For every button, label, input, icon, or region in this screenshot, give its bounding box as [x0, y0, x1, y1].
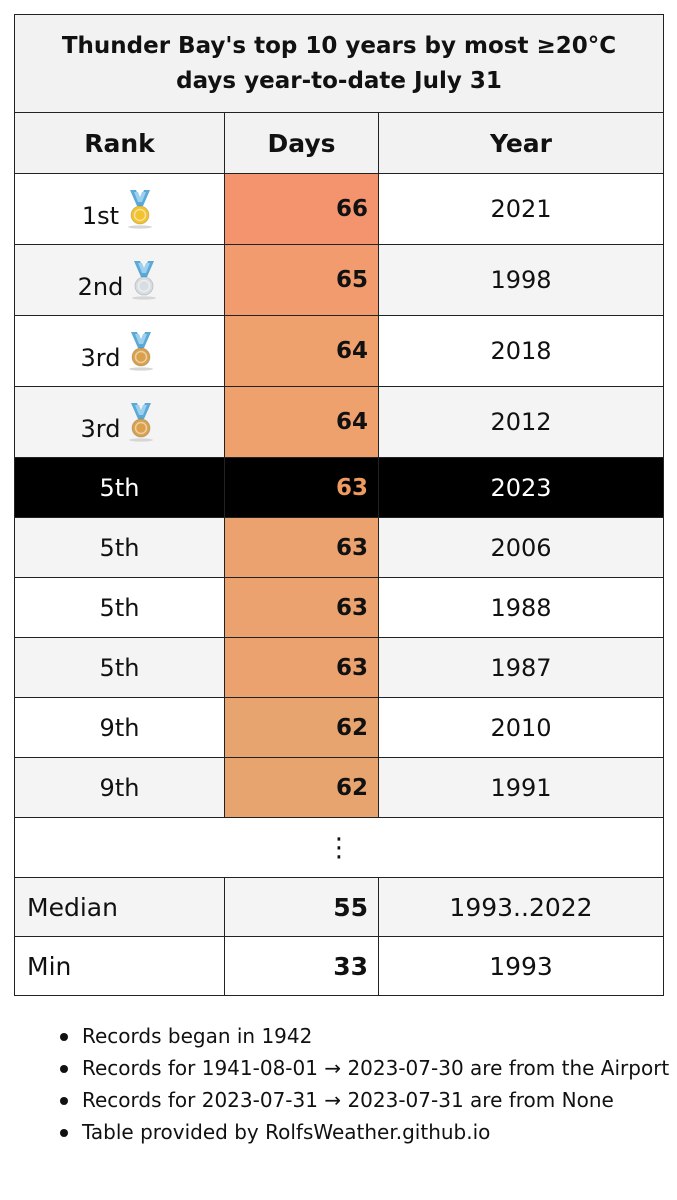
rank-label: 5th [99, 533, 140, 562]
table-row: 3rd 64 2012 [14, 386, 664, 458]
bronze-medal-icon [124, 401, 158, 443]
table-title: Thunder Bay's top 10 years by most ≥20°C… [14, 14, 664, 113]
rank-cell: 5th [14, 577, 225, 638]
table-row: 2nd 65 1998 [14, 244, 664, 316]
table-body: 1st 66 2021 2nd 65 1998 3rd 64 2018 3rd 64 2012 5th 6… [14, 173, 664, 996]
year-cell: 1988 [378, 577, 664, 638]
rank-label: 3rd [80, 344, 121, 372]
summary-days: 55 [224, 877, 379, 937]
summary-label: Min [14, 936, 225, 996]
year-cell: 1991 [378, 757, 664, 818]
summary-year: 1993..2022 [378, 877, 664, 937]
rank-label: 9th [99, 773, 140, 802]
days-cell: 66 [224, 173, 379, 245]
table-row: 1st 66 2021 [14, 173, 664, 245]
rank-cell: 3rd [14, 315, 225, 387]
summary-row: Min 33 1993 [14, 936, 664, 996]
days-cell: 62 [224, 697, 379, 758]
year-cell: 2006 [378, 517, 664, 578]
rank-cell: 5th [14, 457, 225, 518]
note-item: Records began in 1942 [60, 1020, 677, 1052]
rank-label: 1st [81, 202, 120, 230]
days-cell: 64 [224, 386, 379, 458]
rank-label: 5th [99, 473, 140, 502]
ellipsis-cell: ⋮ [14, 817, 664, 878]
note-item: Records for 1941-08-01 → 2023-07-30 are … [60, 1052, 677, 1084]
year-cell: 2012 [378, 386, 664, 458]
column-header-year: Year [378, 112, 664, 174]
notes-list: Records began in 1942 Records for 1941-0… [40, 1020, 677, 1148]
days-cell: 63 [224, 637, 379, 698]
rank-label: 2nd [77, 273, 124, 301]
rank-cell: 9th [14, 757, 225, 818]
table-row: 5th 63 2023 [14, 457, 664, 518]
table-row: 5th 63 1987 [14, 637, 664, 698]
gold-medal-icon [123, 188, 157, 230]
rank-cell: 5th [14, 637, 225, 698]
table-title-line2: days year-to-date July 31 [176, 67, 502, 94]
year-cell: 1987 [378, 637, 664, 698]
rank-table: Thunder Bay's top 10 years by most ≥20°C… [14, 14, 664, 996]
note-item: Table provided by RolfsWeather.github.io [60, 1116, 677, 1148]
table-row: 3rd 64 2018 [14, 315, 664, 387]
bronze-medal-icon [124, 330, 158, 372]
rank-cell: 1st [14, 173, 225, 245]
year-cell: 2010 [378, 697, 664, 758]
days-cell: 63 [224, 457, 379, 518]
table-row: 5th 63 2006 [14, 517, 664, 578]
rank-cell: 5th [14, 517, 225, 578]
table-row: 5th 63 1988 [14, 577, 664, 638]
silver-medal-icon [127, 259, 161, 301]
year-cell: 1998 [378, 244, 664, 316]
summary-days: 33 [224, 936, 379, 996]
rank-cell: 3rd [14, 386, 225, 458]
table-row: 9th 62 1991 [14, 757, 664, 818]
rank-cell: 9th [14, 697, 225, 758]
note-item: Records for 2023-07-31 → 2023-07-31 are … [60, 1084, 677, 1116]
table-row: 9th 62 2010 [14, 697, 664, 758]
column-header-days: Days [224, 112, 379, 174]
days-cell: 62 [224, 757, 379, 818]
days-cell: 63 [224, 577, 379, 638]
table-title-line1: Thunder Bay's top 10 years by most ≥20°C [61, 32, 617, 59]
rank-label: 5th [99, 653, 140, 682]
summary-row: Median 55 1993..2022 [14, 877, 664, 937]
rank-label: 5th [99, 593, 140, 622]
year-cell: 2021 [378, 173, 664, 245]
days-cell: 63 [224, 517, 379, 578]
column-header-rank: Rank [14, 112, 225, 174]
year-cell: 2018 [378, 315, 664, 387]
summary-label: Median [14, 877, 225, 937]
days-cell: 65 [224, 244, 379, 316]
days-cell: 64 [224, 315, 379, 387]
rank-label: 9th [99, 713, 140, 742]
ellipsis-row: ⋮ [14, 817, 664, 878]
year-cell: 2023 [378, 457, 664, 518]
rank-label: 3rd [80, 415, 121, 443]
rank-cell: 2nd [14, 244, 225, 316]
summary-year: 1993 [378, 936, 664, 996]
